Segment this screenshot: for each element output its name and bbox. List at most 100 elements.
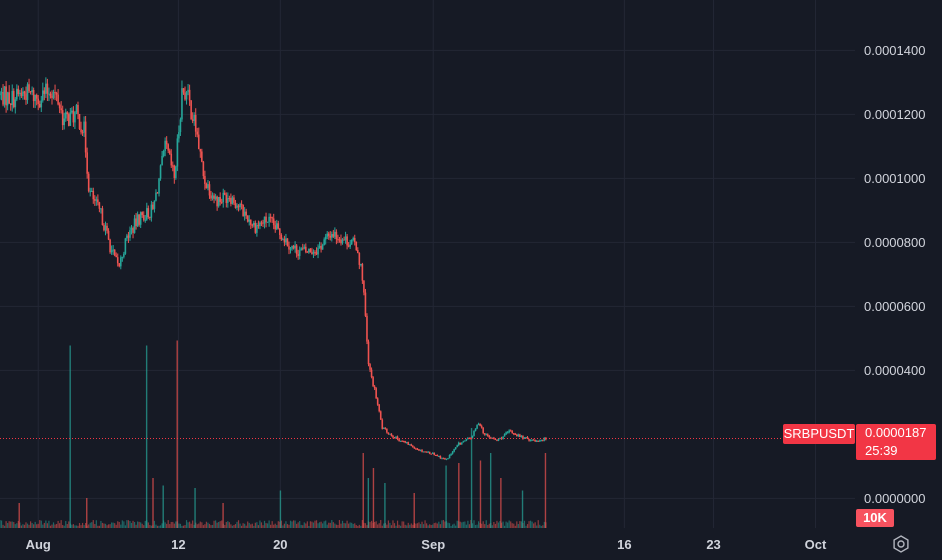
volume-bar bbox=[508, 520, 510, 528]
candle-body bbox=[57, 94, 59, 105]
volume-bar bbox=[133, 522, 136, 528]
volume-bar bbox=[106, 525, 108, 528]
bar-countdown: 25:39 bbox=[865, 443, 898, 458]
candle-body bbox=[410, 444, 413, 446]
candle-body bbox=[60, 108, 62, 111]
volume-bar bbox=[311, 521, 313, 528]
volume-bar bbox=[520, 521, 523, 528]
volume-bar bbox=[332, 522, 334, 528]
volume-bar bbox=[75, 525, 78, 528]
candle-body bbox=[454, 447, 457, 450]
volume-bar bbox=[360, 525, 362, 528]
candle-body bbox=[78, 113, 81, 130]
candle-body bbox=[424, 451, 426, 453]
volume-bar bbox=[182, 525, 185, 528]
volume-bar bbox=[205, 521, 208, 528]
volume-bar bbox=[395, 525, 397, 528]
y-tick-label: 0.0001000 bbox=[864, 171, 925, 186]
volume-bar bbox=[263, 520, 266, 528]
candle-body bbox=[490, 437, 492, 439]
x-tick-label: 12 bbox=[171, 537, 185, 552]
volume-bar bbox=[7, 523, 9, 528]
volume-spike bbox=[489, 453, 492, 528]
candle-body bbox=[239, 203, 241, 208]
candle-body bbox=[283, 239, 286, 243]
volume-bar bbox=[485, 520, 487, 528]
candle-body bbox=[528, 438, 530, 441]
volume-spike bbox=[470, 428, 473, 528]
candle-body bbox=[156, 192, 159, 194]
candle-body bbox=[485, 434, 488, 436]
volume-bar bbox=[158, 525, 160, 528]
candle-body bbox=[77, 104, 79, 114]
candle-body bbox=[133, 218, 136, 233]
volume-bar bbox=[309, 521, 311, 528]
settings-gear-icon[interactable] bbox=[891, 534, 911, 554]
volume-bar bbox=[352, 523, 354, 528]
volume-bar bbox=[57, 520, 59, 528]
candle-body bbox=[404, 441, 407, 443]
volume-bar bbox=[465, 524, 467, 528]
candle-body bbox=[439, 455, 442, 459]
candle-body bbox=[419, 449, 422, 451]
candle-body bbox=[208, 184, 211, 196]
volume-bar bbox=[29, 521, 32, 528]
volume-bar bbox=[127, 520, 130, 528]
volume-bar bbox=[337, 524, 339, 528]
volume-bar bbox=[202, 525, 204, 528]
candle-body bbox=[181, 88, 183, 120]
candle-body bbox=[480, 425, 483, 428]
candle-body bbox=[165, 140, 168, 145]
volume-bar bbox=[216, 522, 218, 528]
volume-bar bbox=[323, 521, 325, 528]
volume-bars bbox=[0, 340, 547, 528]
candle-body bbox=[373, 386, 376, 389]
candle-body bbox=[228, 198, 231, 200]
candle-body bbox=[379, 411, 382, 420]
candle-body bbox=[164, 140, 166, 151]
volume-bar bbox=[3, 525, 6, 528]
volume-bar bbox=[354, 523, 356, 528]
candle-body bbox=[416, 448, 419, 450]
volume-bar bbox=[98, 525, 100, 528]
volume-bar bbox=[392, 520, 394, 528]
volume-bar bbox=[16, 523, 18, 528]
candle-body bbox=[20, 92, 23, 97]
x-tick-label: 16 bbox=[617, 537, 631, 552]
candle-body bbox=[543, 437, 546, 441]
candle-body bbox=[523, 437, 526, 439]
volume-bar bbox=[455, 525, 457, 528]
candle-body bbox=[441, 458, 443, 460]
candle-body bbox=[0, 93, 1, 96]
volume-bar bbox=[187, 522, 189, 528]
candle-body bbox=[150, 204, 153, 218]
candle-body bbox=[136, 214, 139, 227]
volume-bar bbox=[137, 521, 139, 528]
x-tick-label: Oct bbox=[805, 537, 827, 552]
volume-bar bbox=[355, 525, 357, 528]
volume-bar bbox=[144, 520, 146, 528]
y-tick-label: 0.0001200 bbox=[864, 107, 925, 122]
volume-bar bbox=[184, 525, 186, 528]
volume-bar bbox=[228, 522, 230, 528]
candle-body bbox=[196, 131, 199, 135]
volume-bar bbox=[97, 525, 99, 528]
candle-body bbox=[98, 202, 101, 209]
candle-body bbox=[5, 86, 7, 106]
volume-bar bbox=[254, 522, 256, 528]
volume-bar bbox=[45, 520, 47, 528]
volume-bar bbox=[94, 524, 96, 528]
volume-bar bbox=[237, 520, 240, 528]
candle-body bbox=[251, 224, 254, 226]
volume-bar bbox=[112, 522, 114, 528]
volume-bar bbox=[276, 524, 278, 528]
volume-bar bbox=[17, 520, 19, 528]
candle-body bbox=[159, 165, 162, 179]
volume-bar bbox=[34, 521, 36, 528]
volume-bar bbox=[121, 520, 123, 528]
volume-bar bbox=[268, 520, 270, 528]
candle-body bbox=[315, 252, 318, 255]
volume-bar bbox=[344, 523, 347, 528]
candle-body bbox=[194, 114, 197, 132]
